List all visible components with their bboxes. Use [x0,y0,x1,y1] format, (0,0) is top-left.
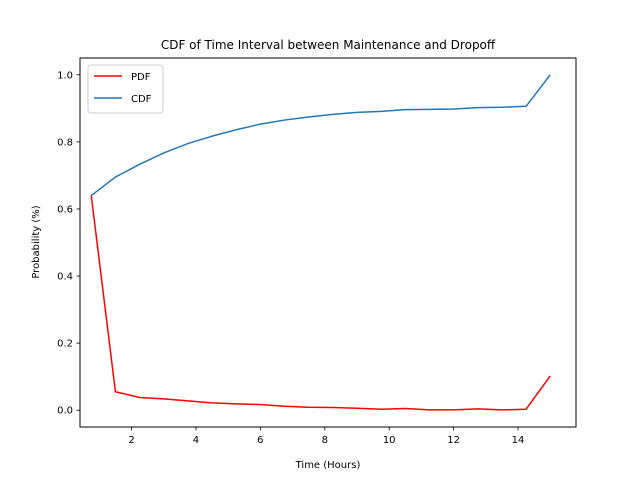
x-tick-label: 2 [128,435,134,446]
y-axis-label: Probability (%) [31,205,42,278]
x-tick-label: 12 [447,435,460,446]
y-tick-label: 0.4 [57,272,73,283]
y-tick-label: 0.6 [57,204,73,215]
legend-box [87,64,164,114]
x-axis-label: Time (Hours) [295,460,361,471]
x-tick-label: 8 [322,435,328,446]
chart-title: CDF of Time Interval between Maintenance… [161,38,496,52]
plot-series [90,74,551,411]
y-axis: 0.0 0.2 0.4 0.6 0.8 1.0 [57,70,80,417]
legend: PDF CDF [87,64,164,114]
series-line-cdf [90,74,551,197]
y-tick-label: 0.0 [57,406,73,417]
legend-label-pdf: PDF [131,72,151,83]
x-tick-label: 4 [193,435,199,446]
x-tick-label: 10 [383,435,396,446]
x-axis: 2 4 6 8 10 12 14 [128,427,524,446]
y-tick-label: 1.0 [57,70,73,81]
series-line-pdf [90,195,551,411]
plot-area-frame [79,57,577,428]
y-tick-label: 0.8 [57,137,73,148]
y-tick-label: 0.2 [57,339,73,350]
legend-label-cdf: CDF [131,94,152,105]
x-tick-label: 14 [512,435,525,446]
x-tick-label: 6 [257,435,263,446]
